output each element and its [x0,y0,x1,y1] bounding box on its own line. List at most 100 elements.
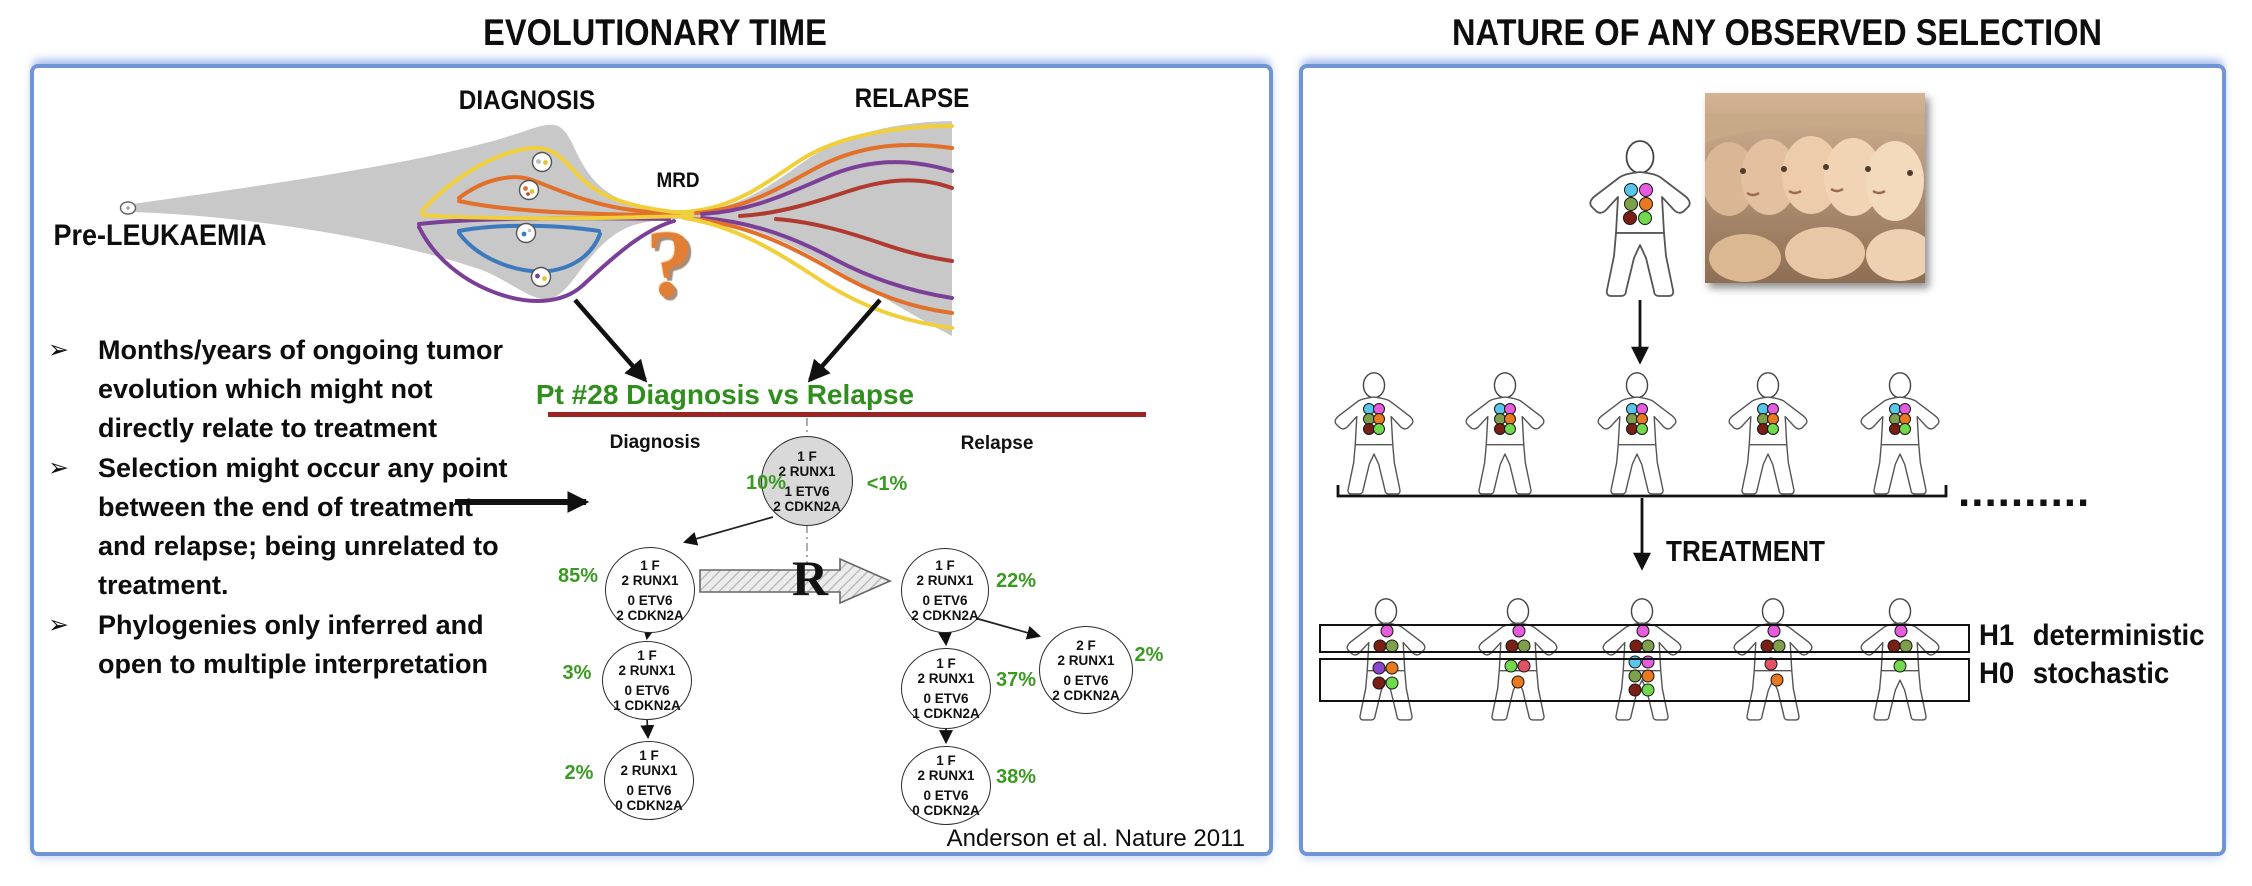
relapse-clone-curves [682,124,954,330]
bullet-arrow-icon: ➢ [48,454,69,482]
genotype-line: 1 CDKN2A [613,698,681,713]
genotype-line: 2 RUNX1 [917,671,975,686]
genotype-line: 2 CDKN2A [773,498,841,514]
genotype-line: 2 RUNX1 [618,663,676,678]
observed-selection-panel: .......... TREATMENT H1 deterministic H0 s… [1299,64,2226,856]
pre-leukaemia-label: Pre-LEUKAEMIA [53,219,267,252]
genotype-line: 0 CDKN2A [615,798,683,813]
person-outline [1465,372,1545,495]
clone-dot-cyan [1624,183,1638,197]
h1-deterministic-box [1319,624,1970,653]
mrd-label: MRD [656,169,700,192]
genotype-line: 2 CDKN2A [616,607,684,623]
relapse-label: RELAPSE [854,83,970,113]
citation: Anderson et al. Nature 2011 [946,825,1245,852]
clone-dot-orange [1511,675,1525,689]
h0-stochastic-box [1319,658,1970,702]
clone-dot-green [1504,423,1516,435]
left-panel-title: EVOLUTIONARY TIME [483,12,827,53]
list-item: ➢ Phylogenies only inferred and open to … [48,606,518,684]
genotype-line: 0 ETV6 [1063,672,1109,688]
population-figure [1857,372,1943,501]
clone-dot-green [1641,683,1655,697]
hypothesis-code: H0 [1979,657,2015,690]
genotype-line: 1 F [936,656,956,671]
genotype-line: 2 F [1076,637,1096,653]
hypothesis-name: deterministic [2032,619,2205,652]
person-outline [1860,372,1940,495]
clone-frequency: 37% [995,669,1037,691]
clone-dot-olive [1628,669,1642,683]
bullet-text: Months/years of ongoing tumor evolution … [98,335,503,443]
genotype-line: 1 ETV6 [784,483,830,499]
founder-patient-figure [1585,140,1695,305]
genotype-line: 2 RUNX1 [621,572,679,588]
genotype-line: 2 RUNX1 [620,763,678,778]
genotype-line: 2 CDKN2A [1052,687,1120,703]
population-figure [1594,372,1680,501]
clone-frequency: 3% [562,662,592,684]
genotype-line: 2 CDKN2A [911,608,979,623]
key-points-list: ➢ Months/years of ongoing tumor evolutio… [48,331,518,685]
clone-dot-orange [1770,673,1784,687]
population-figure [1725,372,1811,501]
tree-diagnosis-column-label: Diagnosis [609,432,701,453]
genotype-line: 0 ETV6 [922,593,968,608]
evolutionary-time-panel: DIAGNOSIS RELAPSE MRD Pre-LEUKAEMIA ? ➢ … [30,64,1273,856]
genotype-line: 1 F [936,753,956,768]
clone-dot-maroon [1628,683,1642,697]
clone-dot-olive [1624,197,1638,211]
babies-photo [1702,93,1934,283]
clone-frequency: 85% [557,565,599,587]
post-treatment-figure [1475,598,1561,727]
genotype-line: 1 F [935,558,955,573]
genotype-line: 2 RUNX1 [1057,652,1115,668]
diagnosis-label: DIAGNOSIS [458,85,596,115]
genotype-line: 0 ETV6 [627,592,673,608]
post-treatment-figure [1343,598,1429,727]
genotype-line: 0 ETV6 [923,691,969,706]
more-patients-ellipsis: .......... [1958,467,2091,516]
right-panel-title: NATURE OF ANY OBSERVED SELECTION [1451,12,2103,53]
clone-dot-green [1767,423,1779,435]
sampled-cell-icons [515,151,553,288]
tree-relapse-column-label: Relapse [960,433,1034,454]
clone-dot-green [1504,659,1518,673]
post-treatment-figure [1857,598,1943,727]
clone-dot-green [1636,423,1648,435]
clone-dot-orange [1639,197,1653,211]
clone-dot-purple [1372,661,1386,675]
clone-dot-green [1385,676,1399,690]
clone-dot-maroon [1372,676,1386,690]
clone-frequency: <1% [866,473,908,495]
genotype-line: 1 F [639,748,659,763]
hypothesis-name: stochastic [2032,657,2170,690]
clone-dot-green [1638,211,1652,225]
clone-frequency: 2% [564,762,594,784]
treatment-label: TREATMENT [1666,536,1826,568]
list-item: ➢ Selection might occur any point betwee… [48,449,518,605]
bullet-arrow-icon: ➢ [48,336,69,364]
hypothesis-code: H1 [1979,619,2015,652]
clone-dot-orange [1641,669,1655,683]
population-figure [1331,372,1417,501]
genotype-line: 0 CDKN2A [912,803,980,818]
clone-frequency: 10% [745,472,787,494]
clone-dot-green [1373,423,1385,435]
h0-hypothesis-label: H0 stochastic [1979,657,2169,691]
person-outline [1728,372,1808,495]
bullet-text: Phylogenies only inferred and open to mu… [98,610,488,679]
clone-dot-green [1893,659,1907,673]
clone-dot-orange [1385,661,1399,675]
tree-figure-title: Pt #28 Diagnosis vs Relapse [535,379,915,410]
list-item: ➢ Months/years of ongoing tumor evolutio… [48,331,518,448]
clone-dot-magenta [1639,183,1653,197]
genotype-line: 0 ETV6 [626,783,672,798]
